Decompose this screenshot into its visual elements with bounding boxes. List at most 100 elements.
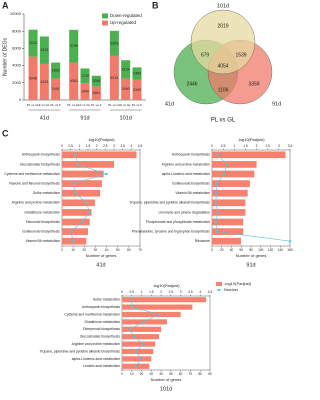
category-label: alpha-Linolenic acid metabolism [72,357,120,361]
data-label: 2491 [52,87,60,91]
legend-point [217,288,221,292]
number-point [132,335,135,338]
data-label: 1859 [52,69,60,73]
bar-segment [51,62,61,79]
bar [212,161,257,168]
top-tick-label: 4 [130,144,132,148]
top-tick-label: 3 [278,144,280,148]
category-label: Tropane, piperidine and pyridine alkaloi… [39,349,120,353]
venn-count: 1106 [218,87,229,93]
bar [212,189,248,197]
number-point [288,240,292,243]
bar [122,356,152,362]
bar [122,341,156,347]
top-tick-label: 4 [199,290,201,294]
number-point [142,320,145,324]
venn-count: 2019 [217,23,228,29]
category-label: Ribosome [195,239,210,243]
top-tick-label: 1 [141,290,143,294]
bar [62,189,101,197]
bar [62,199,95,207]
bottom-tick-label: 40 [230,248,234,252]
bar-segment [121,78,131,100]
data-label: 2490 [122,87,130,91]
x-tick-label: PL vs GL [108,103,121,107]
number-point [105,172,108,176]
top-axis-title: -log10(Padjust) [237,137,265,142]
y-axis-title: Number of DEGs [2,37,8,76]
category-label: Sulfur metabolism [33,191,60,195]
bottom-tick-label: 60 [127,248,131,252]
top-tick-label: 2 [256,144,258,148]
group-label: 91d [80,115,89,121]
x-tick-label: F vs GL [39,103,50,107]
top-tick-label: 4.5 [138,144,143,148]
bottom-tick-label: 0 [211,248,213,252]
top-tick-label: 1.5 [149,290,154,294]
number-point [215,192,218,195]
bottom-tick-label: 30 [94,248,98,252]
top-tick-label: 1 [78,144,80,148]
category-label: Isoflavonoid biosynthesis [172,181,210,185]
category-label: Anthocyanin biosynthesis [22,153,61,157]
bottom-tick-label: 50 [169,372,173,376]
data-label: 3193 [40,48,48,52]
data-label: 1561 [92,91,100,95]
bar [62,151,137,159]
data-label: 5134 [110,76,118,80]
bar [62,180,102,187]
number-point [214,220,218,224]
y-tick-label: 2000 [12,80,22,85]
category-label: Diterpenoid biosynthesis [83,327,120,331]
chart-title: 41d [96,262,105,268]
panel-label: A [2,0,9,10]
bar [212,218,244,226]
venn-count: 679 [201,52,210,58]
top-tick-label: 3 [180,290,182,294]
category-label: Arginine and proline metabolism [72,342,121,346]
top-axis-title: -log10(Padjust) [152,283,180,288]
top-tick-label: 0.5 [130,290,135,294]
top-tick-label: 0.5 [68,144,73,148]
bar-segment [69,62,79,100]
data-label: 3123 [29,41,37,45]
category-label: Phenylalanine, tyrosine and tryptophan b… [132,229,211,233]
bar-segment [109,30,119,56]
category-label: Sulfur metabolism [93,298,120,302]
plot-frame [61,149,141,247]
number-point [216,153,220,156]
bottom-tick-label: 40 [159,372,163,376]
x-tick-label: PL vs F [91,103,101,107]
top-tick-label: 2.5 [103,144,108,148]
bar-segment [132,67,142,80]
legend-label: Up-regulated [110,20,137,25]
top-tick-label: 4.5 [208,290,213,294]
number-point [134,365,137,368]
bottom-tick-label: 140 [278,248,284,252]
category-label: Arginine and proline metabolism [12,201,61,205]
number-point [71,240,75,243]
bar [62,170,104,178]
top-tick-label: 2.5 [265,144,270,148]
bottom-tick-label: 80 [249,248,253,252]
data-label: 4363 [70,79,78,83]
plot-frame [121,295,211,371]
bar-segment [121,60,131,79]
bar [62,228,88,235]
legend-label: Down-regulated [110,13,142,18]
x-tick-label: F vs GL [120,103,131,107]
number-point [134,350,137,353]
bar [122,311,181,318]
category-label: Arginine and proline metabolism [162,162,211,166]
number-point [157,313,161,316]
category-label: Limonene and pinene degradation [159,210,211,214]
group-label: 41d [40,115,49,121]
bottom-tick-label: 120 [268,248,274,252]
data-label: 1258 [92,79,100,83]
bottom-tick-label: 50 [116,248,120,252]
number-point [88,211,92,214]
bar [62,218,90,226]
top-tick-label: 3.5 [188,290,193,294]
bottom-tick-label: 100 [258,248,264,252]
